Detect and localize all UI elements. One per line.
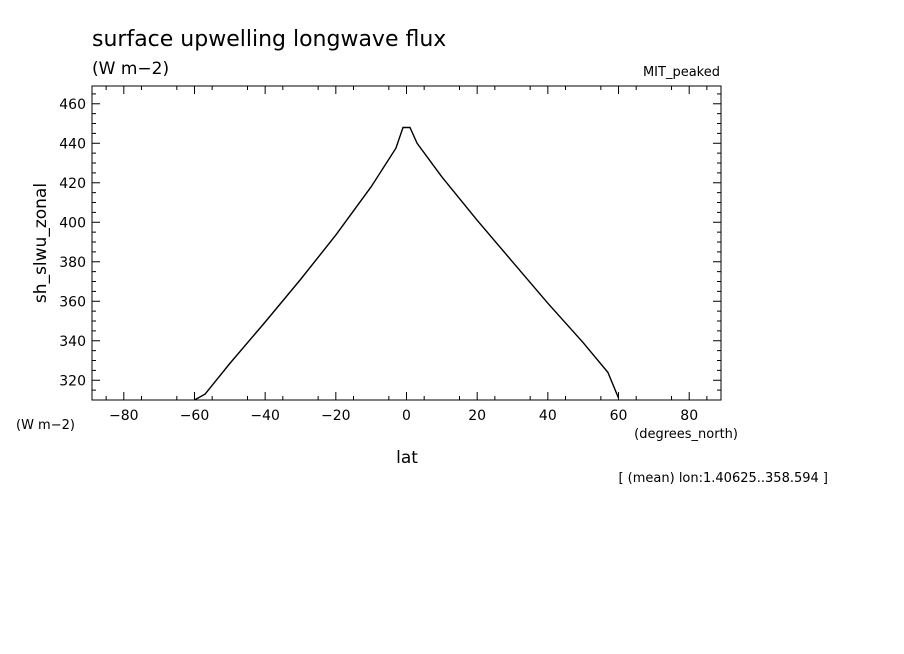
y-axis-label: sh_slwu_zonal [31, 183, 51, 303]
x-axis-label: lat [396, 448, 418, 468]
y-tick-label: 340 [59, 334, 86, 350]
dataset-tag: MIT_peaked [643, 65, 720, 80]
x-tick-label: 60 [610, 408, 628, 424]
x-tick-label: −20 [321, 408, 351, 424]
x-tick-label: −80 [109, 408, 139, 424]
x-tick-label: 40 [539, 408, 557, 424]
x-tick-labels: −80 −60 −40 −20 0 20 40 60 80 [109, 408, 698, 424]
y-tick-label: 460 [59, 97, 86, 113]
x-tick-label: 0 [402, 408, 411, 424]
x-tick-label: −60 [180, 408, 210, 424]
y-ticks [92, 93, 721, 401]
plot-frame [91, 85, 722, 401]
series-line [194, 126, 620, 401]
x-ticks [105, 86, 708, 400]
chart-title: surface upwelling longwave flux [92, 27, 446, 52]
y-axis-units: (W m−2) [16, 418, 75, 433]
y-tick-label: 420 [59, 176, 86, 192]
y-tick-label: 440 [59, 136, 86, 152]
y-tick-label: 360 [59, 294, 86, 310]
x-tick-label: 80 [680, 408, 698, 424]
y-tick-label: 380 [59, 255, 86, 271]
y-tick-labels: 320 340 360 380 400 420 440 460 [59, 97, 86, 389]
x-tick-label: 20 [468, 408, 486, 424]
x-axis-units: (degrees_north) [634, 427, 738, 442]
chart-subtitle: (W m−2) [92, 59, 169, 79]
y-tick-label: 320 [59, 373, 86, 389]
x-tick-label: −40 [250, 408, 280, 424]
y-tick-label: 400 [59, 215, 86, 231]
footnote: [ (mean) lon:1.40625..358.594 ] [618, 471, 828, 486]
